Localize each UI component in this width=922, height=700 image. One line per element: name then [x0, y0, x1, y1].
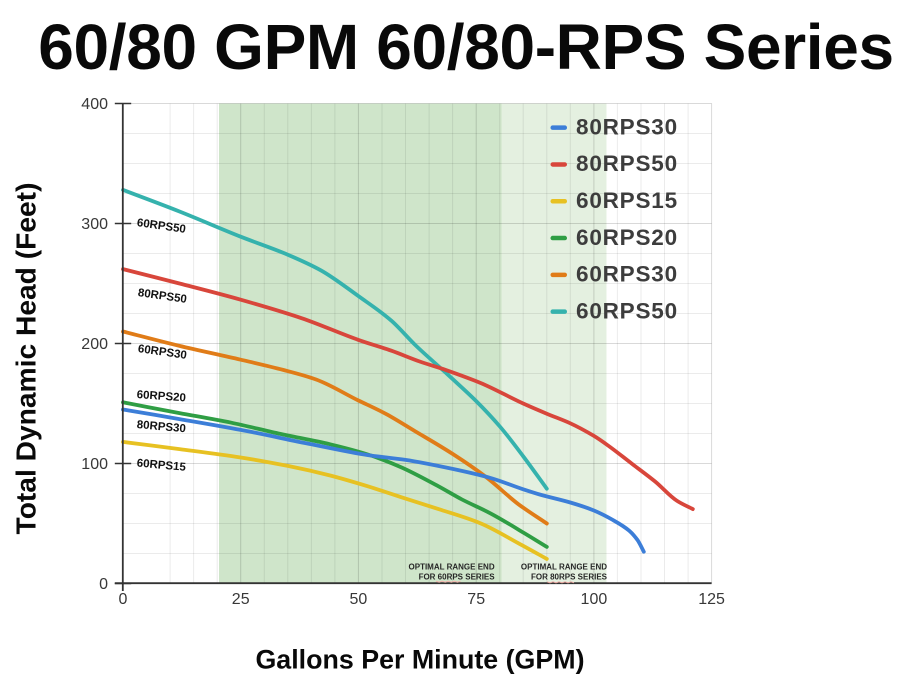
- svg-text:60RPS20: 60RPS20: [576, 225, 678, 250]
- svg-text:80RPS50: 80RPS50: [576, 151, 678, 176]
- svg-text:0: 0: [119, 591, 128, 608]
- svg-text:60RPS15: 60RPS15: [136, 458, 187, 474]
- svg-text:FOR 80RPS SERIES: FOR 80RPS SERIES: [531, 573, 608, 582]
- svg-text:100: 100: [581, 591, 608, 608]
- svg-text:60RPS20: 60RPS20: [136, 389, 186, 404]
- svg-text:Total Dynamic Head (Feet): Total Dynamic Head (Feet): [10, 183, 42, 535]
- svg-text:80RPS30: 80RPS30: [576, 114, 678, 139]
- svg-text:FOR 60RPS SERIES: FOR 60RPS SERIES: [419, 573, 496, 582]
- svg-text:60RPS30: 60RPS30: [576, 262, 678, 287]
- svg-text:50: 50: [350, 591, 368, 608]
- svg-text:125: 125: [698, 591, 725, 608]
- svg-text:200: 200: [81, 336, 108, 353]
- svg-text:25: 25: [232, 591, 250, 608]
- svg-text:60/80 GPM 60/80-RPS Series: 60/80 GPM 60/80-RPS Series: [38, 11, 893, 83]
- svg-text:75: 75: [467, 591, 485, 608]
- svg-text:60RPS50: 60RPS50: [576, 298, 678, 323]
- svg-text:300: 300: [81, 216, 108, 233]
- svg-text:100: 100: [81, 456, 108, 473]
- svg-text:60RPS15: 60RPS15: [576, 188, 678, 213]
- svg-text:80RPS30: 80RPS30: [136, 419, 186, 435]
- svg-text:0: 0: [99, 576, 108, 593]
- svg-text:OPTIMAL RANGE END: OPTIMAL RANGE END: [521, 562, 607, 571]
- svg-text:400: 400: [81, 96, 108, 113]
- svg-text:OPTIMAL RANGE END: OPTIMAL RANGE END: [409, 562, 495, 571]
- svg-text:Gallons Per Minute (GPM): Gallons Per Minute (GPM): [255, 645, 584, 675]
